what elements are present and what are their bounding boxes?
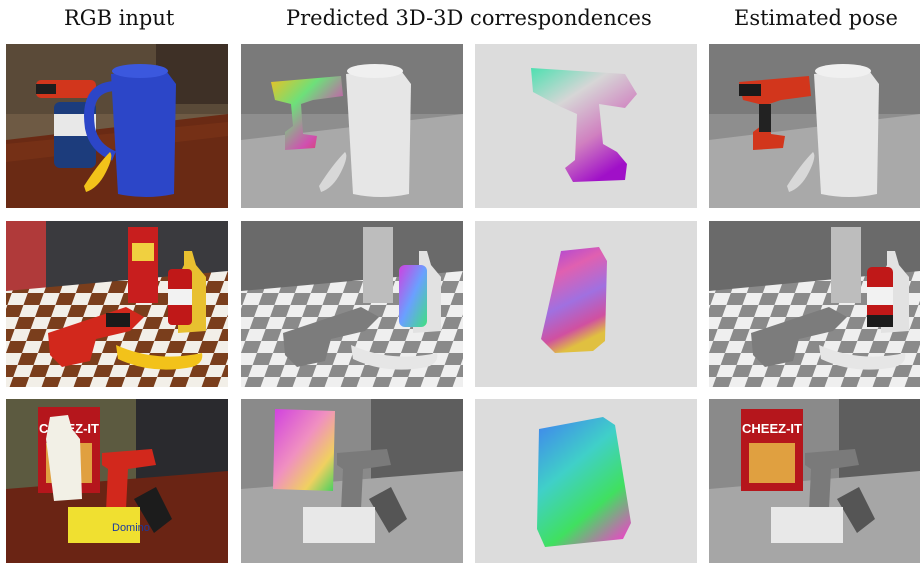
cheezit-rendered-text: CHEEZ-IT xyxy=(742,421,802,436)
row2-correspondence-model xyxy=(475,221,697,387)
row2-estimated-pose xyxy=(709,221,920,387)
row1-correspondence-model xyxy=(475,44,697,208)
row2-correspondence-overlay xyxy=(241,221,463,387)
row3-rgb-input: CHEEZ-IT Domino xyxy=(6,399,228,563)
row3-correspondence-model xyxy=(475,399,697,563)
row3-correspondence-overlay xyxy=(241,399,463,563)
header-rgb-input: RGB input xyxy=(64,6,174,30)
row1-correspondence-overlay xyxy=(241,44,463,208)
header-correspondences: Predicted 3D-3D correspondences xyxy=(286,6,652,30)
domino-logo-text: Domino xyxy=(112,522,150,534)
row3-estimated-pose: CHEEZ-IT xyxy=(709,399,920,563)
row2-rgb-input xyxy=(6,221,228,387)
row1-estimated-pose xyxy=(709,44,920,208)
header-estimated-pose: Estimated pose xyxy=(734,6,898,30)
row1-rgb-input xyxy=(6,44,228,208)
